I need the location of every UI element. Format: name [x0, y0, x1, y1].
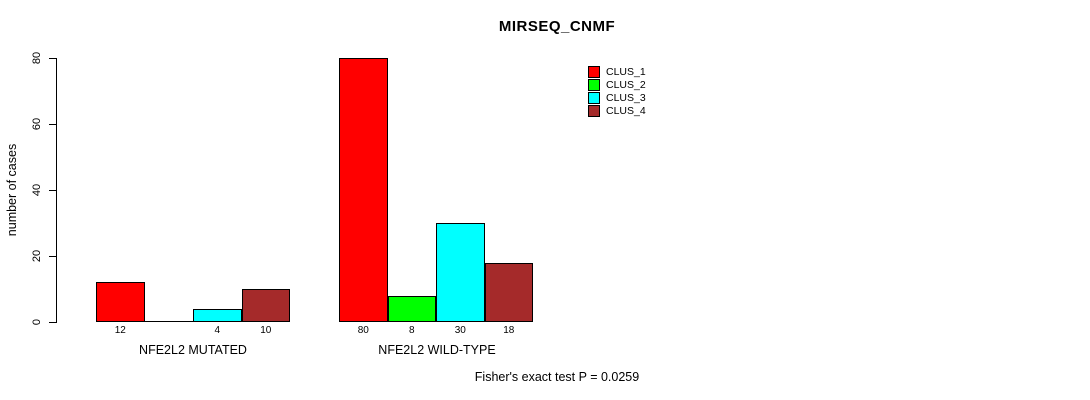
bar-clus-4-nfe2l2-mutated — [241, 289, 290, 322]
legend-swatch-clus-2 — [588, 79, 600, 91]
y-tick-mark — [49, 124, 56, 125]
y-axis-line — [56, 58, 57, 323]
y-axis-label: number of cases — [5, 143, 19, 237]
bar-clus-2-nfe2l2-wild-type — [387, 296, 436, 322]
y-tick-label: 40 — [31, 183, 43, 197]
bar-value-label: 12 — [114, 325, 126, 336]
legend-swatch-clus-4 — [588, 105, 600, 117]
bar-clus-2-nfe2l2-mutated-zero-baseline — [144, 321, 193, 322]
y-tick-label: 0 — [31, 318, 43, 326]
legend-label-clus-3: CLUS_3 — [606, 92, 646, 104]
bar-clus-3-nfe2l2-wild-type — [436, 223, 485, 322]
bar-clus-3-nfe2l2-mutated — [193, 309, 242, 322]
y-tick-label: 20 — [31, 249, 43, 263]
legend-label-clus-2: CLUS_2 — [606, 79, 646, 91]
y-tick-label: 60 — [31, 117, 43, 131]
legend-swatch-clus-3 — [588, 92, 600, 104]
bar-clus-4-nfe2l2-wild-type — [484, 263, 533, 322]
bar-value-label: 18 — [503, 325, 515, 336]
legend-label-clus-1: CLUS_1 — [606, 66, 646, 78]
bar-value-label: 30 — [454, 325, 466, 336]
bar-clus-1-nfe2l2-wild-type — [339, 58, 388, 322]
y-tick-mark — [49, 190, 56, 191]
y-tick-mark — [49, 256, 56, 257]
legend-swatch-clus-1 — [588, 66, 600, 78]
group-label-nfe2l2-mutated: NFE2L2 MUTATED — [139, 343, 247, 357]
fisher-exact-test-annotation: Fisher's exact test P = 0.0259 — [474, 370, 640, 384]
y-tick-label: 80 — [31, 51, 43, 65]
bar-clus-1-nfe2l2-mutated — [96, 282, 145, 322]
chart-title: MIRSEQ_CNMF — [498, 18, 616, 35]
bar-value-label: 10 — [260, 325, 272, 336]
bar-value-label: 8 — [408, 325, 415, 336]
legend-item-clus-3: CLUS_3 — [588, 92, 646, 104]
y-tick-mark — [49, 58, 56, 59]
legend-item-clus-1: CLUS_1 — [588, 66, 646, 78]
bar-value-label: 80 — [357, 325, 369, 336]
bar-value-label: 4 — [214, 325, 221, 336]
legend-item-clus-4: CLUS_4 — [588, 105, 646, 117]
y-tick-mark — [49, 322, 56, 323]
legend-item-clus-2: CLUS_2 — [588, 79, 646, 91]
group-label-nfe2l2-wild-type: NFE2L2 WILD-TYPE — [378, 343, 496, 357]
legend-label-clus-4: CLUS_4 — [606, 105, 646, 117]
